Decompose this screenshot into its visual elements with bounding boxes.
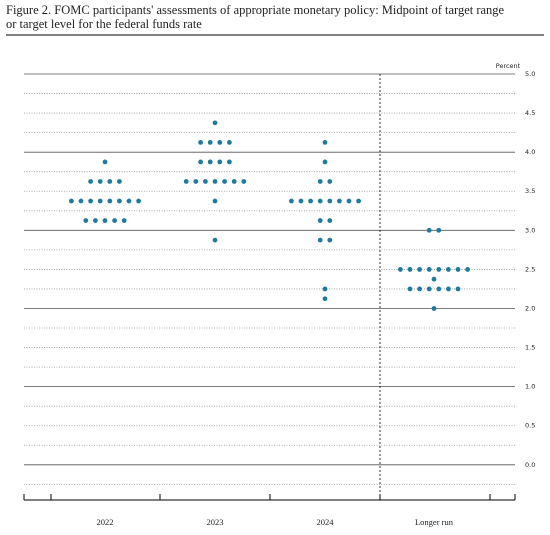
- dot: [227, 159, 232, 165]
- dot: [455, 286, 461, 292]
- dot: [198, 159, 204, 165]
- dot: [183, 179, 189, 184]
- dot: [88, 198, 93, 204]
- dot: [398, 267, 403, 272]
- dot: [455, 267, 461, 272]
- dot: [241, 179, 247, 184]
- dot: [407, 267, 413, 272]
- dot: [356, 198, 361, 204]
- dot: [78, 198, 84, 204]
- dot: [121, 218, 127, 223]
- dot: [207, 139, 213, 145]
- dot: [327, 198, 333, 204]
- dot: [317, 237, 323, 243]
- dot: [93, 218, 98, 223]
- dot: [327, 218, 333, 223]
- dot: [308, 198, 313, 204]
- dot: [317, 179, 323, 184]
- dot: [426, 267, 432, 272]
- dot: [126, 198, 132, 204]
- dot: [193, 179, 199, 184]
- dot: [322, 159, 328, 165]
- y-tick-label: 1.5: [525, 344, 535, 352]
- dot: [107, 198, 113, 204]
- y-tick-label: 3.0: [525, 226, 535, 234]
- dot: [346, 198, 352, 204]
- dot: [97, 179, 103, 184]
- dot: [426, 286, 432, 292]
- dot: [203, 179, 208, 184]
- dot: [212, 120, 218, 126]
- y-tick-label: 5.0: [525, 70, 535, 78]
- y-tick-label: 2.5: [525, 265, 535, 273]
- dot: [88, 179, 93, 184]
- dot: [337, 198, 342, 204]
- dot: [102, 159, 108, 165]
- dot: [327, 179, 333, 184]
- dot: [198, 139, 204, 145]
- dot: [322, 139, 328, 145]
- x-tick-label: Longer run: [415, 517, 454, 527]
- dot: [83, 218, 89, 223]
- x-tick-label: 2024: [317, 517, 335, 527]
- chart-title: or target level for the federal funds ra…: [6, 17, 202, 31]
- dot: [117, 179, 122, 184]
- dot: [431, 276, 437, 282]
- dot: [112, 218, 117, 223]
- dot: [436, 227, 442, 233]
- dot: [222, 179, 228, 184]
- dot: [136, 198, 142, 204]
- dot: [117, 198, 122, 204]
- dot: [298, 198, 304, 204]
- y-tick-label: 0.0: [525, 461, 535, 469]
- dot: [289, 198, 294, 204]
- x-tick-label: 2022: [97, 517, 114, 527]
- dot: [417, 267, 422, 272]
- dot: [436, 286, 442, 292]
- chart-title: Figure 2. FOMC participants' assessments…: [6, 3, 505, 17]
- dot: [322, 296, 328, 302]
- dot: [227, 139, 232, 145]
- dot: [217, 139, 223, 145]
- dot: [231, 179, 237, 184]
- y-tick-label: 3.5: [525, 187, 535, 195]
- dot: [417, 286, 422, 292]
- dot: [446, 286, 451, 292]
- y-tick-label: 0.5: [525, 422, 535, 430]
- dot: [317, 198, 323, 204]
- y-tick-label: 4.5: [525, 109, 535, 117]
- dot: [327, 237, 333, 243]
- dot: [465, 267, 470, 272]
- dot: [317, 218, 323, 223]
- dot: [426, 227, 432, 233]
- dot: [212, 237, 218, 243]
- y-tick-label: 1.0: [525, 383, 535, 391]
- y-tick-label: 2.0: [525, 304, 535, 312]
- dot: [446, 267, 451, 272]
- dot: [407, 286, 413, 292]
- dot: [217, 159, 223, 165]
- dot: [322, 286, 328, 292]
- dot: [431, 306, 437, 311]
- dot: [102, 218, 108, 223]
- dot: [207, 159, 213, 165]
- dot: [107, 179, 113, 184]
- dot: [212, 198, 218, 204]
- dot: [97, 198, 103, 204]
- dot: [436, 267, 442, 272]
- x-tick-label: 2023: [207, 517, 224, 527]
- y-tick-label: 4.0: [525, 148, 535, 156]
- dot: [212, 179, 218, 184]
- dot: [69, 198, 74, 204]
- y-axis-label: Percent: [496, 62, 521, 70]
